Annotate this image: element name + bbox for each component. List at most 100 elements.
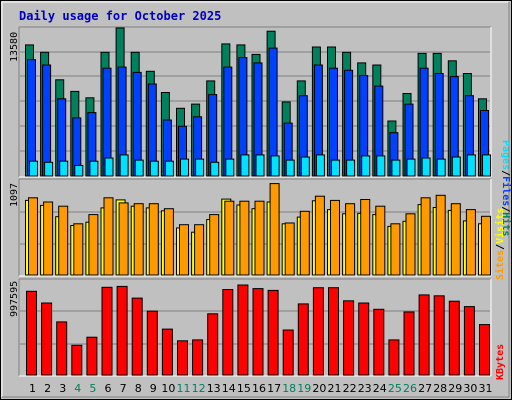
bar-pages	[406, 158, 416, 177]
day-labels: 1 2 3 4 5 6 7 8 9 10 11 12 13 14 15 16 17 18 19 20 21 22 23 24 2…	[29, 382, 493, 395]
day-label: 18	[282, 382, 296, 395]
bar-pages	[134, 159, 144, 177]
day-label: 10	[161, 382, 175, 395]
bar-kbytes	[101, 286, 113, 376]
bar-kbytes	[403, 311, 415, 376]
bar-sites	[118, 202, 129, 276]
bar-sites	[209, 214, 220, 276]
bar-sites	[405, 213, 416, 276]
day-label: 24	[373, 382, 387, 395]
bar-kbytes	[161, 328, 173, 376]
bar-kbytes	[207, 313, 219, 376]
bar-kbytes	[463, 306, 475, 376]
day-label: 21	[328, 382, 342, 395]
bar-pages	[180, 158, 189, 177]
bar-sites	[481, 215, 491, 276]
bar-kbytes	[388, 339, 400, 376]
day-label: 14	[222, 382, 236, 395]
bar-pages	[451, 156, 461, 177]
bar-kbytes	[146, 310, 158, 376]
bar-pages	[74, 164, 84, 177]
bar-kbytes	[418, 294, 430, 376]
day-label: 11	[177, 382, 191, 395]
day-label: 1	[29, 382, 36, 395]
bar-pages	[225, 158, 235, 177]
legend-pages: Pages	[500, 140, 511, 170]
bars-hits-files-pages	[25, 27, 491, 177]
bar-kbytes	[267, 289, 279, 376]
bar-sites	[88, 214, 99, 276]
bar-sites	[133, 203, 144, 276]
y-max-label-hits: 13580	[9, 32, 20, 62]
bar-pages	[255, 154, 265, 177]
bar-sites	[148, 203, 159, 276]
day-label: 20	[312, 382, 326, 395]
bar-sites	[345, 203, 356, 276]
bar-kbytes	[26, 290, 37, 376]
day-label: 25	[388, 382, 402, 395]
day-label: 16	[252, 382, 266, 395]
bar-sites	[163, 208, 174, 276]
bar-kbytes	[131, 297, 143, 376]
day-label: 7	[120, 382, 127, 395]
bar-kbytes	[343, 300, 355, 376]
bar-sites	[390, 223, 401, 276]
bar-sites	[194, 224, 205, 276]
bar-pages	[89, 160, 99, 177]
legend-sep: /	[500, 170, 511, 176]
day-label: 4	[74, 382, 81, 395]
bar-pages	[346, 159, 356, 177]
bar-sites	[314, 195, 325, 276]
bar-sites	[420, 197, 431, 276]
bar-kbytes	[297, 303, 309, 376]
bars-kbytes	[26, 284, 490, 376]
bar-kbytes	[448, 300, 460, 376]
day-label: 26	[403, 382, 417, 395]
legend-sites: Sites	[494, 250, 506, 280]
day-label: 30	[463, 382, 477, 395]
bar-kbytes	[116, 285, 128, 376]
bar-kbytes	[56, 321, 68, 376]
bar-pages	[361, 155, 371, 177]
day-label: 27	[418, 382, 432, 395]
bar-kbytes	[41, 302, 53, 376]
bar-kbytes	[86, 336, 98, 376]
bar-sites	[239, 200, 250, 276]
bar-sites	[254, 200, 265, 276]
bar-pages	[436, 158, 446, 177]
bar-pages	[195, 158, 205, 177]
bar-pages	[270, 155, 280, 177]
day-label: 28	[433, 382, 447, 395]
bar-sites	[224, 200, 235, 276]
day-label: 29	[448, 382, 462, 395]
bar-pages	[421, 157, 431, 177]
bar-kbytes	[252, 288, 264, 376]
bar-kbytes	[282, 329, 294, 376]
chart-title: Daily usage for October 2025	[19, 9, 221, 23]
bar-sites	[435, 194, 446, 276]
y-max-label-visits: 1097	[9, 183, 20, 207]
day-label: 5	[89, 382, 96, 395]
day-label: 15	[237, 382, 251, 395]
bar-sites	[103, 197, 114, 276]
day-label: 23	[358, 382, 372, 395]
day-label: 6	[105, 382, 112, 395]
bar-pages	[482, 154, 491, 177]
day-label: 19	[297, 382, 311, 395]
legend-sep: /	[500, 206, 511, 212]
bar-pages	[285, 159, 295, 177]
bar-sites	[43, 201, 54, 276]
bar-kbytes	[177, 340, 188, 376]
bar-pages	[376, 155, 386, 177]
bar-sites	[330, 199, 340, 276]
day-label: 12	[192, 382, 206, 395]
bar-sites	[360, 199, 371, 276]
bar-kbytes	[328, 287, 339, 376]
bar-kbytes	[222, 289, 234, 376]
bar-files	[27, 59, 36, 177]
day-label: 22	[343, 382, 357, 395]
legend-hits-files-pages: Pages/Files/Hits	[500, 140, 512, 236]
bar-sites	[450, 203, 461, 276]
bar-pages	[466, 154, 476, 177]
